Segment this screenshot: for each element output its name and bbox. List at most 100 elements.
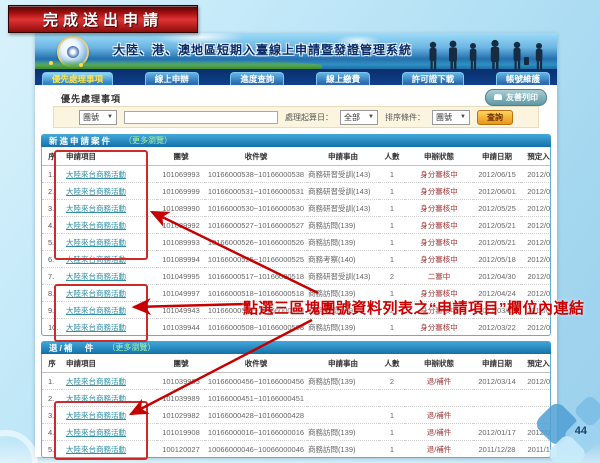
table-cell: 10166000016~10166000016: [205, 423, 307, 441]
status-text: 身分審核中: [420, 169, 458, 179]
table-row: 2. 大陸來台商務活動 101069999 10166000531~101660005…: [42, 182, 550, 200]
status-text: 退/補件: [426, 410, 452, 420]
table-cell: 101029982: [157, 406, 205, 424]
application-item-link[interactable]: 大陸來台商務活動: [66, 288, 126, 298]
table-cell: 商務考察(140): [307, 250, 379, 268]
nav-tab-4[interactable]: 許可證下載: [401, 72, 465, 85]
column-header: 人數: [379, 147, 405, 166]
table-cell: 2012/06/15: [473, 165, 521, 183]
table-cell: 退/補件: [405, 423, 473, 441]
table-cell: 2012/06/01: [521, 199, 550, 217]
table-cell: 101069999: [157, 182, 205, 200]
application-item-link[interactable]: 大陸來台商務活動: [66, 410, 126, 420]
table-cell: 大陸來台商務活動: [62, 250, 157, 268]
table-cell: 1: [379, 406, 405, 424]
application-item-link[interactable]: 大陸來台商務活動: [66, 271, 126, 281]
application-item-link[interactable]: 大陸來台商務活動: [66, 322, 126, 332]
friendly-print-button[interactable]: 友善列印: [485, 89, 547, 106]
table-cell: 2012/05/11: [521, 267, 550, 285]
table-cell: 101049943: [157, 301, 205, 319]
table-cell: 大陸來台商務活動: [62, 406, 157, 424]
table-cell: 大陸來台商務活動: [62, 182, 157, 200]
filter-bar: 團號 ▼ 處理起算日： 全部 ▼ 排序條件： 團號 ▼ 查詢: [53, 106, 539, 128]
table-row: 5. 大陸來台商務活動 100120027 10066000046~100660000…: [42, 441, 551, 458]
table-cell: 2011/12/29: [527, 444, 551, 454]
flower-dot: [49, 61, 53, 65]
table-cell: 2011/12/28: [478, 444, 516, 454]
table-cell: 10.: [48, 322, 59, 332]
table-cell: 商務研習受訓(143): [307, 267, 379, 285]
application-item-link[interactable]: 大陸來台商務活動: [66, 220, 126, 230]
keyword-input[interactable]: [124, 110, 278, 124]
column-header: 序: [42, 147, 62, 166]
table-cell: 大陸來台商務活動: [62, 372, 157, 390]
column-header: 申請事由: [307, 354, 379, 373]
more-link[interactable]: （更多瀏覽）: [107, 343, 156, 352]
table-cell: 2012/03/14: [473, 372, 521, 390]
table-cell: 1: [379, 216, 405, 234]
application-item-link[interactable]: 大陸來台商務活動: [66, 393, 126, 403]
column-header: 團號: [157, 147, 205, 166]
table-cell: 1: [379, 284, 405, 302]
application-item-link[interactable]: 大陸來台商務活動: [66, 203, 126, 213]
table-cell: 商務訪問(139): [307, 216, 379, 234]
print-button-label: 友善列印: [506, 93, 538, 102]
table-cell: 10166000508~10166000508: [207, 322, 305, 332]
application-item-link[interactable]: 大陸來台商務活動: [66, 444, 126, 454]
table-cell: 2012/05/04: [521, 284, 550, 302]
application-item-link[interactable]: 大陸來台商務活動: [66, 186, 126, 196]
column-header: 人數: [379, 354, 405, 373]
table-cell: 2012/06/29: [521, 182, 550, 200]
nav-tab-3[interactable]: 線上繳費: [316, 72, 371, 85]
nav-tab-0[interactable]: 優先處理事項: [42, 72, 114, 85]
table-cell: 101039985: [157, 372, 205, 390]
slide-banner: 完成送出申請: [8, 5, 198, 33]
search-button[interactable]: 查詢: [477, 109, 513, 125]
table-cell: 10166000527~10166000527: [205, 216, 307, 234]
table-cell: [307, 389, 379, 407]
table-cell: 大陸來台商務活動: [62, 199, 157, 217]
application-item-link[interactable]: 大陸來台商務活動: [66, 169, 126, 179]
nav-tab-5[interactable]: 帳號維護: [495, 72, 550, 85]
table-cell: 身分審核中: [405, 233, 473, 251]
table-cell: 2: [379, 301, 405, 319]
table-cell: 10166000451~10166000451: [205, 389, 307, 407]
application-item-link[interactable]: 大陸來台商務活動: [66, 376, 126, 386]
table-cell: 7.: [42, 267, 62, 285]
table-cell: [473, 406, 521, 424]
table-cell: 2012/06/01: [521, 165, 550, 183]
column-header: 申請項目: [62, 147, 157, 166]
status-text: 身分審核中: [420, 254, 458, 264]
table-cell: 2012/05/03: [521, 250, 550, 268]
status-text: 身分審核中: [420, 220, 458, 230]
date-range-select[interactable]: 全部 ▼: [340, 109, 378, 125]
search-field-select[interactable]: 團號 ▼: [79, 109, 117, 125]
nav-tab-1[interactable]: 線上申辦: [144, 72, 199, 85]
chevron-down-icon: ▼: [460, 114, 466, 120]
application-item-link[interactable]: 大陸來台商務活動: [66, 427, 126, 437]
table-cell: 3.: [42, 406, 62, 424]
slide-banner-title: 完成送出申請: [42, 11, 163, 29]
application-item-link[interactable]: 大陸來台商務活動: [66, 254, 126, 264]
annotation-text: 點選三區塊團號資料列表之“申請項目”欄位內連結: [243, 300, 585, 317]
table-cell: 10166000538~10166000538: [205, 165, 307, 183]
table-row: 7. 大陸來台商務活動 101049995 10166000517~101660005…: [42, 267, 550, 285]
table-cell: 大陸來台商務活動: [62, 165, 157, 183]
table-cell: 2: [379, 267, 405, 285]
table-cell: 2012/06/01: [473, 182, 521, 200]
table-cell: 101019908: [157, 423, 205, 441]
sort-select[interactable]: 團號 ▼: [432, 109, 470, 125]
table-cell: 商務訪問(139): [307, 301, 379, 319]
table-cell: 1.: [42, 165, 62, 183]
more-link[interactable]: （更多瀏覽）: [124, 136, 173, 145]
table-cell: 大陸來台商務活動: [62, 389, 157, 407]
table-cell: 2012/04/22: [521, 301, 550, 319]
nav-tab-2[interactable]: 進度查詢: [230, 72, 285, 85]
table-cell: 2012/05/18: [473, 250, 521, 268]
table-cell: 10166000530~10166000530: [205, 199, 307, 217]
table-cell: 身分審核中: [405, 216, 473, 234]
status-text: 二審中: [427, 271, 451, 281]
application-item-link[interactable]: 大陸來台商務活動: [66, 305, 126, 315]
application-item-link[interactable]: 大陸來台商務活動: [66, 237, 126, 247]
